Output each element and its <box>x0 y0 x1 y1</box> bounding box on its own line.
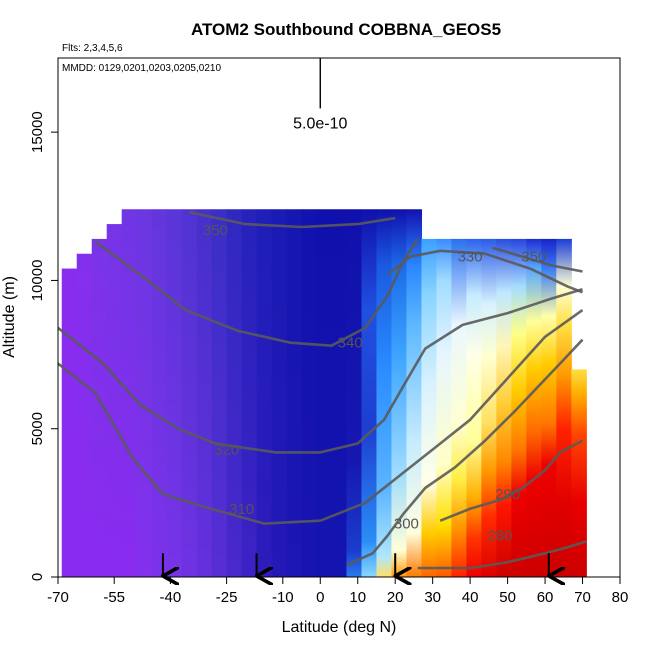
contour-line <box>188 210 396 229</box>
contour-line <box>94 238 419 347</box>
heatmap-column <box>211 209 228 577</box>
heatmap-column <box>61 268 78 577</box>
contour-line <box>58 288 583 454</box>
contour-line <box>439 439 584 522</box>
x-tick-label: -55 <box>103 589 125 606</box>
heatmap-column <box>556 238 572 577</box>
contour-label: 330 <box>458 249 483 266</box>
heatmap-column <box>436 238 452 577</box>
y-axis: 0 5000 10000 15000 <box>29 111 58 581</box>
heatmap-column <box>196 209 213 577</box>
heatmap-column <box>286 209 303 577</box>
x-tick-label: 20 <box>387 589 404 606</box>
contour-label: 320 <box>214 442 239 459</box>
heatmap-column <box>241 209 258 577</box>
contour-lines: 280 290 300 310 320 330 340 350 350 <box>58 210 587 570</box>
heatmap-column <box>421 238 438 577</box>
heatmap-column <box>361 209 378 577</box>
y-axis-label: Altitude (m) <box>1 276 18 358</box>
heatmap-column <box>406 209 423 577</box>
x-tick-label: 50 <box>499 589 516 606</box>
x-tick-label: -70 <box>47 589 69 606</box>
flight-markers <box>163 553 549 576</box>
x-tick-label: -25 <box>216 589 238 606</box>
heatmap-column <box>481 238 497 577</box>
x-tick-label: 0 <box>316 589 324 606</box>
dates-label: MMDD: 0129,0201,0203,0205,0210 <box>62 63 221 74</box>
contour-label: 350 <box>521 249 546 266</box>
x-tick-label: 80 <box>612 589 629 606</box>
contour-label: 290 <box>495 486 520 503</box>
heatmap-column <box>376 209 393 577</box>
x-tick-label: -10 <box>272 589 294 606</box>
y-tick-label: 10000 <box>29 260 46 302</box>
contour-label: 350 <box>203 222 228 239</box>
contour-line <box>417 540 587 570</box>
heatmap-column <box>136 209 153 577</box>
contour-line <box>492 246 583 273</box>
heatmap-column <box>76 253 93 577</box>
heatmap-column <box>346 209 363 577</box>
contour-line <box>345 338 584 567</box>
heatmap-column <box>526 238 542 577</box>
heatmap-column <box>571 369 587 577</box>
heatmap-column <box>541 238 557 577</box>
x-tick-label: 10 <box>349 589 366 606</box>
y-tick-label: 5000 <box>29 412 46 445</box>
heatmap-column <box>451 238 467 577</box>
contour-label: 280 <box>488 528 513 545</box>
heatmap-column <box>496 238 512 577</box>
x-tick-label: 60 <box>537 589 554 606</box>
chart-title: ATOM2 Southbound COBBNA_GEOS5 <box>191 20 501 39</box>
x-tick-label: -40 <box>160 589 182 606</box>
heatmap-column <box>151 209 168 577</box>
plot-frame <box>57 57 621 578</box>
heatmap-column <box>166 209 183 577</box>
flights-label: Flts: 2,3,4,5,6 <box>62 43 123 54</box>
contour-line <box>386 249 583 294</box>
y-tick-label: 15000 <box>29 111 46 153</box>
x-tick-label: 70 <box>574 589 591 606</box>
heatmap-column <box>271 209 288 577</box>
contour-label: 340 <box>338 335 363 352</box>
contour-label: 300 <box>394 516 419 533</box>
contour-label: 310 <box>229 501 254 518</box>
y-tick-label: 0 <box>29 573 46 581</box>
x-axis-label: Latitude (deg N) <box>282 619 397 636</box>
heatmap-column <box>181 209 198 577</box>
heatmap-column <box>301 209 318 577</box>
contour-line <box>58 309 584 525</box>
heatmap-field <box>61 209 587 577</box>
heatmap-column <box>256 209 273 577</box>
heatmap-column <box>226 209 243 577</box>
x-axis: -70 -55 -40 -25 -10 0 10 20 30 40 50 60 70 80 <box>47 577 628 606</box>
heatmap-column <box>316 209 333 577</box>
x-tick-label: 40 <box>462 589 479 606</box>
x-tick-label: 30 <box>424 589 441 606</box>
heatmap-column <box>91 238 108 577</box>
heatmap-column <box>106 224 123 577</box>
heatmap-column <box>331 209 348 577</box>
scale-bar-label: 5.0e-10 <box>293 115 347 132</box>
